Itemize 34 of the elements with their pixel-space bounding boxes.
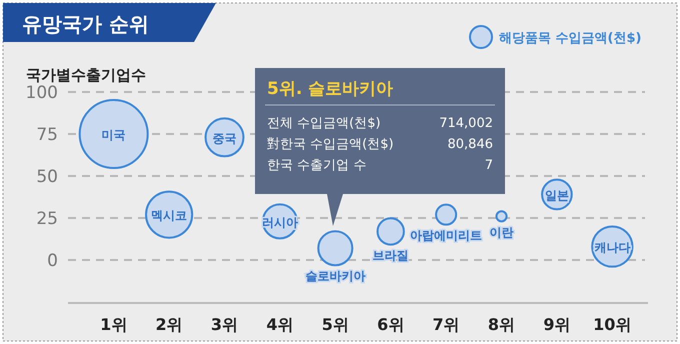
x-tick-label: 1위 [100, 315, 128, 334]
annotation: 중국 [212, 131, 236, 146]
annotation: 캐나다 [593, 240, 630, 255]
annotation: 미국 [102, 128, 126, 142]
annotation: 슬로바키아 [305, 269, 366, 284]
annotation: 7 [484, 158, 493, 173]
annotation: 對한국 수입금액(천$) [267, 137, 394, 152]
annotation: 5위. 슬로바키아 [267, 79, 394, 99]
x-tick-label: 8위 [488, 315, 516, 334]
y-axis-title: 국가별수출기업수 [26, 66, 146, 84]
annotation: 714,002 [439, 116, 493, 131]
annotation: 한국 수출기업 수 [267, 158, 366, 173]
annotation: 80,846 [448, 137, 493, 152]
annotation: 전체 수입금액(천$) [267, 116, 381, 131]
x-tick-label: 2위 [156, 315, 183, 334]
y-tick-label: 100 [26, 83, 58, 103]
x-tick-label: 7위 [432, 315, 460, 334]
x-tick-label: 4위 [266, 315, 294, 334]
x-tick-label: 9위 [543, 315, 570, 334]
y-tick-label: 75 [36, 125, 58, 145]
y-tick-label: 50 [36, 167, 58, 187]
annotation: 아랍에미리트 [410, 228, 482, 243]
x-tick-label: 6위 [377, 315, 404, 334]
annotation: 일본 [544, 188, 569, 202]
y-tick-label: 0 [47, 251, 58, 271]
x-tick-label: 5위 [322, 315, 349, 334]
annotation: 브라질 [372, 248, 409, 263]
y-tick-label: 25 [36, 209, 58, 229]
x-tick-label: 3위 [210, 315, 238, 334]
legend-label: 해당품목 수입금액(천$) [499, 31, 642, 46]
annotation: 멕시코 [151, 208, 188, 223]
x-tick-label: 10위 [593, 315, 632, 334]
chart-title: 유망국가 순위 [22, 12, 149, 36]
annotation: 이란 [490, 225, 514, 240]
